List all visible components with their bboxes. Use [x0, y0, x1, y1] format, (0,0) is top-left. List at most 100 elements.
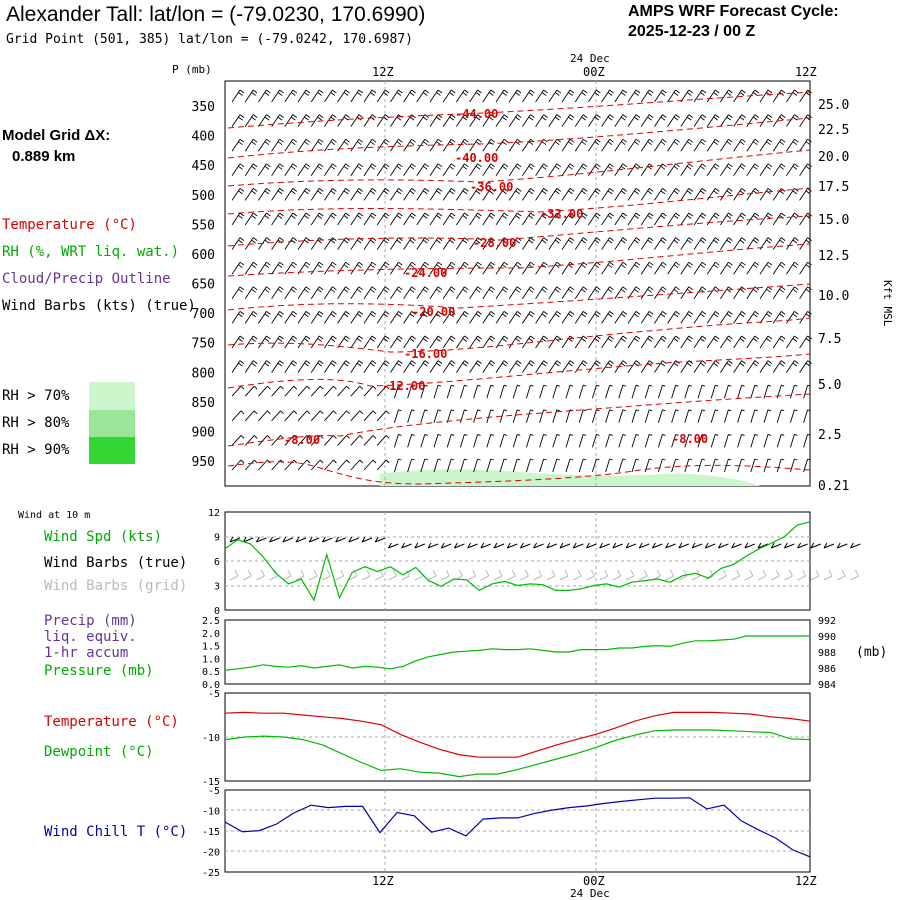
wind-barb-r12c25	[565, 384, 574, 399]
wind-barb-r3c15	[429, 163, 443, 177]
wind-barb-r11c17	[456, 360, 469, 373]
height-tick-0: 25.0	[818, 98, 849, 113]
wind-barb-r3c9	[350, 163, 364, 177]
wind-barb-r8c29	[614, 286, 628, 300]
wind-barb-r9c5	[297, 311, 311, 324]
wind-barb-r12c23	[539, 384, 547, 399]
wind-barb-r15c9	[350, 459, 364, 471]
wind-barb-r6c16	[442, 237, 456, 250]
wind-barb-r12c21	[512, 384, 521, 399]
wind-barb-r10c24	[548, 335, 562, 349]
wind-barb-r9c13	[403, 311, 416, 324]
wind-barb-r14c39	[750, 433, 758, 448]
wind-barb-r5c15	[429, 212, 443, 226]
bottom-tick-12z-1: 12Z	[372, 874, 394, 888]
wind-barb-r12c8	[337, 385, 350, 397]
wind-barb-r3c25	[561, 163, 575, 177]
wind-barb-r9c7	[324, 311, 337, 324]
wind-barb-r10c2	[258, 335, 271, 349]
wind-barb-r4c21	[508, 188, 522, 201]
wind-barb-r13c0	[231, 410, 245, 422]
true-barb-28	[599, 542, 610, 549]
wind-barb-r5c13	[403, 212, 416, 226]
wind-barb-r5c26	[574, 212, 588, 226]
wind-barb-r7c2	[258, 261, 271, 275]
wind-barb-r5c12	[390, 212, 403, 226]
wind-barb-r8c1	[244, 286, 258, 300]
wind-barb-r1c35	[693, 114, 707, 127]
wind-barb-r13c40	[763, 409, 772, 423]
wind-barb-r9c8	[337, 311, 350, 324]
pressure-tick-400: 400	[192, 130, 215, 145]
wind-barb-r1c18	[469, 114, 482, 127]
pressure-right-tick-3: 986	[818, 664, 836, 675]
wind-barb-r0c6	[310, 89, 324, 103]
wind-barb-r7c26	[574, 261, 588, 275]
wind-barb-r6c37	[720, 237, 733, 250]
wind-barb-r4c4	[284, 188, 298, 201]
true-barb-16	[440, 542, 452, 549]
wind-barb-r10c1	[244, 335, 258, 349]
wind-barb-r12c35	[697, 384, 706, 399]
wind-barb-r15c30	[631, 458, 640, 473]
wind-barb-r14c13	[407, 433, 415, 448]
wind-barb-r2c15	[429, 138, 443, 152]
wind-barb-r2c13	[403, 138, 416, 152]
isotherm-5	[227, 243, 811, 277]
precip-tick-2: 1.5	[202, 642, 220, 653]
wind-barb-r6c35	[693, 237, 707, 250]
wind-barb-r15c22	[525, 458, 534, 473]
page-title: Alexander Tall: lat/lon = (-79.0230, 170…	[6, 3, 426, 26]
wind-barb-r0c9	[350, 89, 364, 103]
wind-barb-r0c15	[429, 89, 443, 103]
wind-barb-r8c4	[284, 286, 298, 300]
true-barb-5	[295, 536, 307, 543]
true-barb-44	[810, 542, 821, 549]
wind-barb-r14c40	[763, 433, 772, 448]
wind-barb-r1c6	[310, 114, 324, 127]
wind-barb-r9c26	[574, 311, 588, 324]
wind-barb-r9c35	[693, 311, 707, 324]
wind-barb-r3c37	[720, 163, 733, 177]
height-tick-5: 12.5	[818, 249, 849, 264]
wind-barb-r12c20	[499, 384, 508, 399]
isotherm-label-10: -8.00	[672, 432, 708, 446]
wind-barb-r6c38	[733, 237, 746, 250]
wind-barb-r4c8	[337, 188, 350, 201]
wind-barb-r5c2	[258, 212, 271, 226]
wind-barb-r5c43	[799, 212, 812, 226]
wind-barb-r15c24	[552, 458, 560, 473]
wind-barb-r0c4	[284, 89, 298, 103]
isotherm-label-4: -28.00	[473, 236, 516, 250]
true-barb-24	[546, 542, 557, 549]
grid-barb-32	[652, 569, 661, 581]
pressure-tick-850: 850	[192, 396, 215, 411]
wind-barb-r6c4	[284, 237, 298, 250]
wind-barb-r1c8	[337, 114, 350, 127]
wind-barb-r9c40	[759, 311, 773, 324]
true-barb-46	[836, 542, 848, 549]
wind-barb-r0c16	[442, 89, 456, 103]
wind-barb-r12c36	[710, 384, 719, 399]
wind-barb-r11c9	[350, 360, 364, 373]
temp-tick-2: -15	[202, 777, 220, 788]
wind-barb-r9c14	[416, 311, 430, 324]
wind-barb-r10c42	[786, 335, 799, 349]
wind-barb-r8c26	[574, 286, 588, 300]
wind-barb-r15c36	[710, 458, 719, 473]
wind-barb-r0c13	[403, 89, 416, 103]
wind-barb-r11c14	[416, 360, 430, 373]
wind-barb-r1c30	[627, 114, 641, 127]
wind-barb-r5c17	[456, 212, 469, 226]
wind-barb-r0c23	[535, 89, 548, 103]
legend-wind-speed: Wind Spd (kts)	[44, 529, 163, 545]
wind-barb-r13c18	[473, 409, 481, 423]
true-barb-9	[348, 536, 359, 543]
wind-barb-r13c7	[324, 410, 337, 422]
pressure-axis-title: P (mb)	[172, 63, 212, 76]
wind-barb-r7c33	[667, 261, 680, 275]
top-tick-00z: 00Z	[583, 65, 605, 79]
wind-barb-r3c16	[442, 163, 456, 177]
wind-barb-r3c13	[403, 163, 416, 177]
